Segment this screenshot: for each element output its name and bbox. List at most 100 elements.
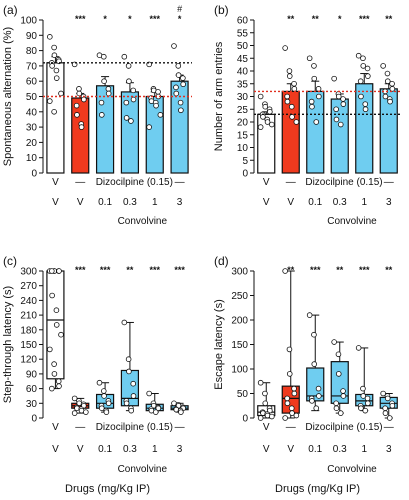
data-point: [51, 52, 58, 58]
significance-marker-hash: #: [177, 4, 182, 14]
significance-marker: **: [385, 265, 393, 275]
data-point: [286, 68, 293, 74]
x-row1-dash-end: —: [175, 177, 185, 188]
data-point: [293, 412, 300, 419]
data-point: [53, 75, 60, 81]
data-point: [311, 75, 318, 82]
data-point: [262, 400, 269, 407]
x-row2-label: 1: [361, 197, 367, 208]
chart-panel-4: (d) 0 50 100 150 200 250 300 Escape latency (s) *…: [213, 254, 398, 495]
significance-marker: ***: [149, 14, 160, 24]
data-point: [386, 415, 393, 421]
data-point: [98, 112, 105, 118]
significance-marker: *: [103, 14, 107, 24]
y-tick-label: 15: [237, 130, 249, 141]
significance-marker: ***: [359, 14, 370, 24]
panel-label: (d): [214, 254, 229, 268]
y-tick-label: 150: [231, 340, 248, 351]
data-point: [76, 90, 83, 97]
data-point: [309, 398, 315, 404]
x-row1-dash: —: [286, 422, 296, 433]
data-point: [362, 407, 369, 414]
x-row2-label: 0.1: [308, 197, 322, 208]
data-point: [289, 410, 295, 416]
convolvine-label: Convolvine: [118, 464, 168, 475]
data-point: [340, 101, 347, 107]
data-point: [155, 89, 161, 95]
data-point: [78, 124, 85, 130]
y-axis-title: Spontaneous alternation (%): [2, 27, 14, 166]
data-point: [157, 112, 164, 118]
data-point: [365, 400, 371, 407]
data-point: [257, 415, 264, 421]
data-point: [49, 292, 55, 299]
data-point: [291, 80, 297, 87]
data-point: [49, 268, 55, 274]
data-point: [311, 361, 318, 367]
y-tick-label: 10: [237, 143, 249, 154]
data-point: [286, 73, 293, 79]
y-tick-label: 25: [237, 105, 249, 116]
data-point: [282, 45, 288, 51]
data-point: [282, 415, 288, 421]
data-point: [286, 346, 293, 353]
y-tick-label: 250: [231, 291, 248, 302]
data-point: [53, 322, 60, 328]
data-point: [384, 70, 391, 77]
x-row2-label: V: [77, 444, 84, 455]
data-point: [101, 78, 107, 84]
y-tick-label: 70: [26, 61, 38, 72]
y-tick-label: 60: [26, 384, 38, 395]
x-row2-label: 0.3: [333, 444, 347, 455]
data-point: [146, 390, 152, 397]
significance-marker: ***: [174, 265, 185, 275]
y-tick-label: 0: [31, 169, 37, 180]
x-row2-label: 3: [177, 197, 183, 208]
data-point: [175, 63, 182, 69]
y-tick-label: 240: [20, 296, 37, 307]
data-point: [269, 413, 275, 420]
data-point: [384, 78, 391, 84]
data-point: [282, 268, 288, 274]
data-point: [389, 80, 395, 87]
data-point: [331, 75, 337, 82]
x-row1-v: V: [263, 177, 270, 188]
x-row1-dash-end: —: [175, 422, 185, 433]
data-point: [126, 78, 132, 84]
data-point: [125, 63, 132, 69]
y-tick-label: 5: [242, 156, 248, 167]
data-point: [101, 393, 107, 399]
data-point: [340, 96, 346, 102]
data-point: [98, 99, 105, 106]
x-row2-label: 1: [361, 444, 367, 455]
significance-marker: **: [287, 14, 295, 24]
data-point: [380, 390, 386, 397]
data-point: [360, 63, 367, 69]
significance-marker: **: [312, 14, 320, 24]
data-point: [49, 385, 55, 392]
data-point: [364, 395, 371, 402]
data-point: [180, 75, 186, 81]
data-point: [293, 119, 300, 125]
data-point: [286, 371, 293, 377]
data-point: [264, 119, 271, 125]
y-tick-label: 300: [231, 267, 248, 278]
data-point: [284, 400, 291, 407]
x-row1-v: V: [263, 422, 270, 433]
y-tick-label: 30: [26, 399, 38, 410]
x-row1-dash: —: [75, 177, 85, 188]
data-point: [81, 96, 87, 103]
data-point: [125, 356, 132, 363]
x-row2-label: V: [287, 444, 294, 455]
chart-panel-3: (c) 0 30 60 90 120 150 180 210 240 270 300 Step-thro…: [2, 254, 189, 495]
data-point: [316, 93, 322, 100]
data-point: [100, 388, 107, 394]
data-point: [105, 86, 112, 92]
data-point: [47, 34, 53, 40]
data-point: [313, 405, 320, 412]
significance-marker: ***: [100, 265, 111, 275]
significance-marker: ***: [359, 265, 370, 275]
y-tick-label: 100: [20, 16, 37, 27]
bar-6: [170, 80, 189, 174]
data-point: [178, 107, 184, 114]
